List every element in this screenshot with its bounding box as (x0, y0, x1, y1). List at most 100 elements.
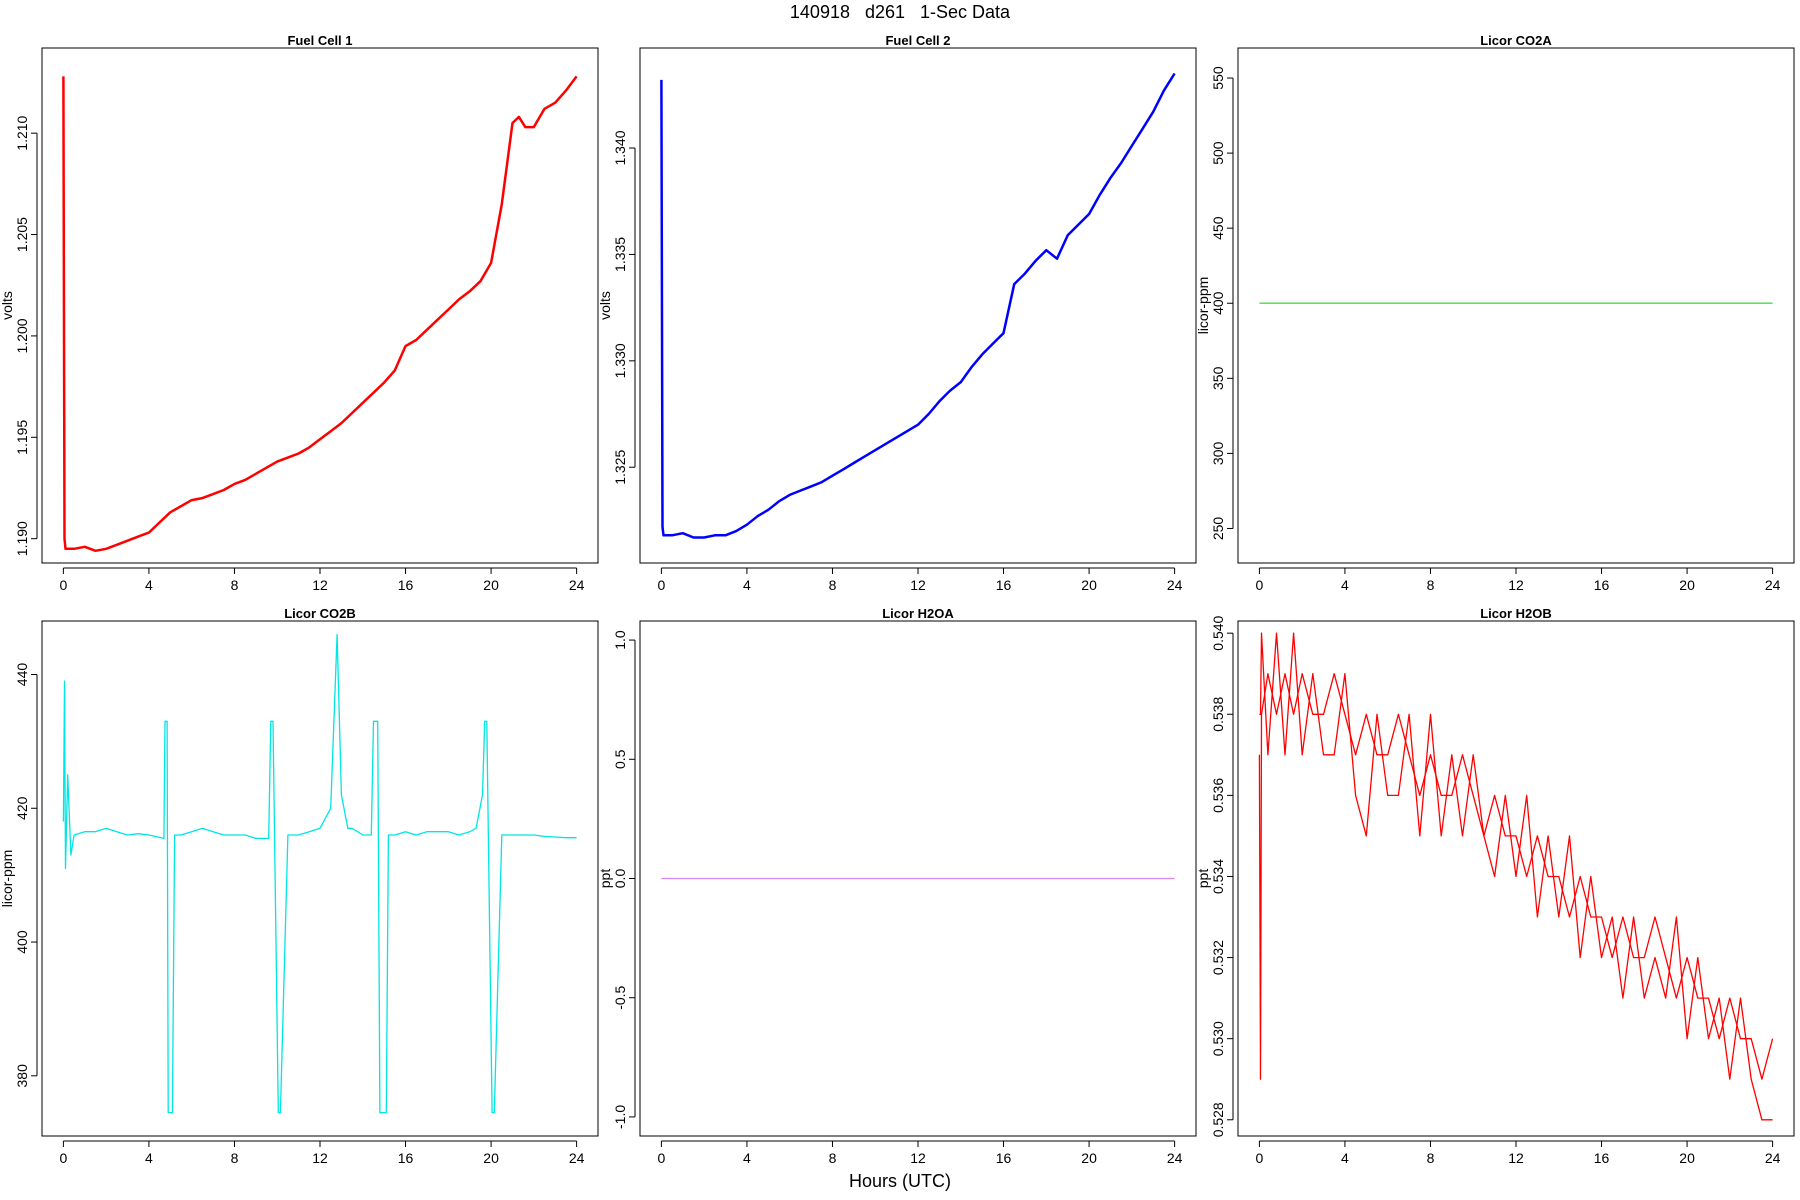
x-tick-label: 24 (1765, 577, 1781, 593)
chart-panel: Licor CO2B 0 4 8 12 16 20 24 380 400 420 440 licor-p… (0, 606, 599, 1166)
y-tick-label: 0.536 (1210, 778, 1226, 813)
x-tick-label: 16 (398, 577, 414, 593)
x-tick-label: 8 (231, 1150, 239, 1166)
y-tick-label: -1.0 (612, 1105, 628, 1129)
chart-panel: Fuel Cell 1 0 4 8 12 16 20 24 1.190 1.195 1.200 1.2… (0, 33, 599, 593)
x-tick-label: 12 (910, 577, 926, 593)
y-tick-label: 1.0 (612, 630, 628, 650)
panel-title: Licor CO2A (1480, 33, 1552, 48)
x-tick-label: 20 (1081, 1150, 1097, 1166)
x-tick-label: 4 (145, 577, 153, 593)
plot-frame (1237, 620, 1795, 1137)
plot-frame (639, 620, 1197, 1137)
y-tick-label: 0.534 (1210, 859, 1226, 894)
x-tick-label: 8 (829, 577, 837, 593)
x-tick-label: 8 (1427, 1150, 1435, 1166)
x-tick-label: 4 (1341, 577, 1349, 593)
chart-panel: Licor H2OB 0 4 8 12 16 20 24 0.528 0.530 0.532 0.53… (1195, 606, 1795, 1166)
x-tick-label: 16 (996, 1150, 1012, 1166)
y-tick-label: 1.205 (14, 217, 30, 252)
y-tick-label: 250 (1210, 517, 1226, 541)
y-tick-label: 1.335 (612, 237, 628, 272)
y-tick-label: 0.540 (1210, 615, 1226, 650)
x-tick-label: 12 (1508, 1150, 1524, 1166)
x-tick-label: 0 (1255, 1150, 1263, 1166)
figure-title: 140918 d261 1-Sec Data (789, 2, 1011, 22)
y-tick-label: 0.5 (612, 749, 628, 769)
series-line (660, 72, 1176, 539)
x-tick-label: 24 (1167, 577, 1183, 593)
x-tick-label: 8 (1427, 577, 1435, 593)
y-tick-label: 0.0 (612, 869, 628, 889)
y-axis-label: volts (0, 291, 15, 320)
y-tick-label: 0.532 (1210, 940, 1226, 975)
x-tick-label: 16 (1594, 577, 1610, 593)
y-tick-label: 500 (1210, 141, 1226, 165)
y-tick-label: 1.200 (14, 318, 30, 353)
panel-title: Licor H2OB (1480, 606, 1552, 621)
series-line (1259, 632, 1773, 1121)
plot-frame (1237, 47, 1795, 564)
y-tick-label: 1.330 (612, 343, 628, 378)
y-tick-label: 1.195 (14, 420, 30, 455)
x-tick-label: 20 (1679, 577, 1695, 593)
y-tick-label: 1.190 (14, 521, 30, 556)
x-tick-label: 0 (657, 1150, 665, 1166)
y-tick-label: 0.528 (1210, 1102, 1226, 1137)
y-tick-label: 1.325 (612, 450, 628, 485)
x-tick-label: 20 (483, 1150, 499, 1166)
plot-frame (41, 620, 599, 1137)
panel-title: Fuel Cell 1 (287, 33, 352, 48)
x-tick-label: 4 (1341, 1150, 1349, 1166)
x-tick-label: 12 (910, 1150, 926, 1166)
x-tick-label: 12 (1508, 577, 1524, 593)
panel-title: Fuel Cell 2 (885, 33, 950, 48)
x-tick-label: 16 (996, 577, 1012, 593)
y-tick-label: 350 (1210, 366, 1226, 390)
plot-frame (639, 47, 1197, 564)
chart-panel: Fuel Cell 2 0 4 8 12 16 20 24 1.325 1.330 1.335 1.3… (597, 33, 1197, 593)
x-tick-label: 24 (569, 1150, 585, 1166)
x-tick-label: 0 (59, 1150, 67, 1166)
x-tick-label: 4 (145, 1150, 153, 1166)
y-tick-label: 450 (1210, 216, 1226, 240)
x-tick-label: 24 (1765, 1150, 1781, 1166)
y-axis-label: licor-ppm (1195, 277, 1211, 335)
x-tick-label: 0 (59, 577, 67, 593)
x-tick-label: 0 (657, 577, 665, 593)
y-axis-label: volts (597, 291, 613, 320)
plot-frame (41, 47, 599, 564)
y-tick-label: 0.538 (1210, 697, 1226, 732)
y-axis-label: licor-ppm (0, 850, 15, 908)
x-tick-label: 8 (829, 1150, 837, 1166)
y-tick-label: 400 (1210, 291, 1226, 315)
y-axis-label: ppt (1195, 869, 1211, 889)
x-tick-label: 0 (1255, 577, 1263, 593)
x-tick-label: 4 (743, 1150, 751, 1166)
x-tick-label: 20 (483, 577, 499, 593)
x-tick-label: 20 (1679, 1150, 1695, 1166)
y-tick-label: 400 (14, 930, 30, 954)
x-tick-label: 4 (743, 577, 751, 593)
y-tick-label: -0.5 (612, 985, 628, 1009)
x-tick-label: 8 (231, 577, 239, 593)
x-tick-label: 24 (569, 577, 585, 593)
chart-panel: Licor H2OA 0 4 8 12 16 20 24 -1.0 -0.5 0.0 0.5 1.0 pp… (597, 606, 1197, 1166)
panel-title: Licor CO2B (284, 606, 356, 621)
x-tick-label: 16 (398, 1150, 414, 1166)
shared-x-axis-label: Hours (UTC) (849, 1171, 951, 1191)
x-tick-label: 24 (1167, 1150, 1183, 1166)
chart-panel: Licor CO2A 0 4 8 12 16 20 24 250 300 350 400 450 500 5… (1195, 33, 1795, 593)
y-tick-label: 300 (1210, 442, 1226, 466)
panel-title: Licor H2OA (882, 606, 954, 621)
x-tick-label: 12 (312, 577, 328, 593)
y-tick-label: 440 (14, 663, 30, 687)
y-tick-label: 1.210 (14, 115, 30, 150)
series-line (62, 633, 577, 1114)
y-tick-label: 0.530 (1210, 1021, 1226, 1056)
y-tick-label: 420 (14, 796, 30, 820)
y-axis-label: ppt (597, 869, 613, 889)
y-tick-label: 550 (1210, 66, 1226, 90)
y-tick-label: 380 (14, 1064, 30, 1088)
y-tick-label: 1.340 (612, 130, 628, 165)
